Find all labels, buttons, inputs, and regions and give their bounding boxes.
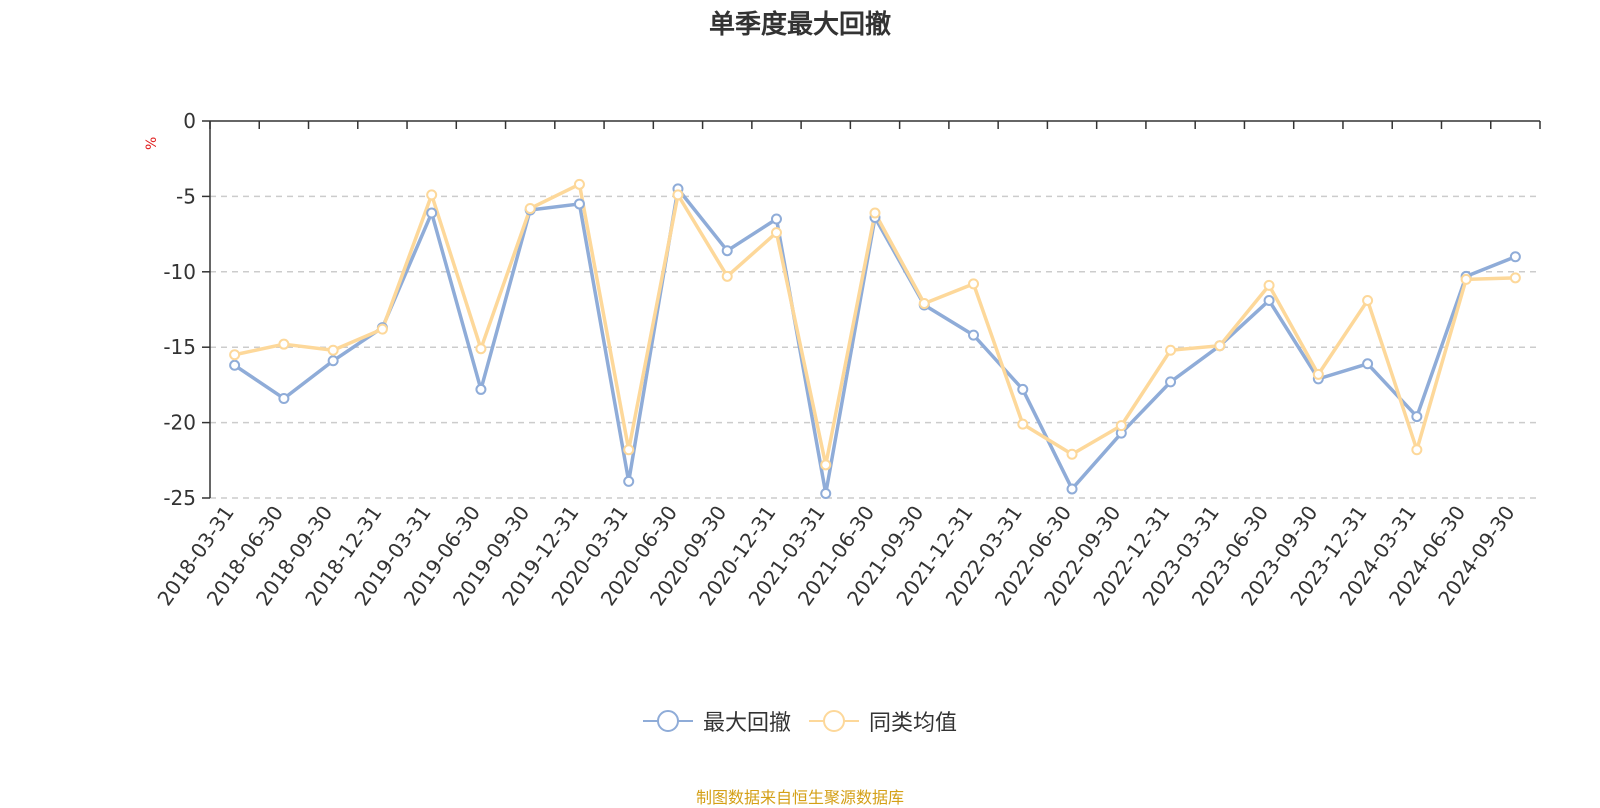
chart-title: 单季度最大回撤 xyxy=(708,10,891,40)
data-point-series-1 xyxy=(327,344,339,356)
data-point-series-1 xyxy=(475,343,487,355)
data-point-series-0 xyxy=(229,359,241,371)
y-axis-ticks: 0 -5 -10 -15 -20 -25 xyxy=(163,109,210,510)
data-point-series-1 xyxy=(278,338,290,350)
y-tick-label: -5 xyxy=(176,184,196,208)
series-points xyxy=(229,178,1521,499)
data-point-series-1 xyxy=(1115,420,1127,432)
gridlines xyxy=(210,195,1540,499)
data-point-series-0 xyxy=(278,392,290,404)
data-point-series-1 xyxy=(918,297,930,309)
data-point-series-1 xyxy=(672,189,684,201)
data-point-series-0 xyxy=(475,383,487,395)
legend-item-series-0[interactable]: 最大回撤 xyxy=(642,705,791,737)
data-point-series-1 xyxy=(1214,340,1226,352)
data-point-series-1 xyxy=(1411,444,1423,456)
data-point-series-0 xyxy=(327,355,339,367)
y-tick-label: 0 xyxy=(183,109,196,133)
data-point-series-0 xyxy=(426,207,438,219)
y-tick-label: -15 xyxy=(163,335,196,359)
legend-marker-icon xyxy=(642,710,693,732)
data-point-series-0 xyxy=(721,245,733,257)
data-point-series-1 xyxy=(524,202,536,214)
axes xyxy=(209,120,1540,498)
data-point-series-0 xyxy=(573,198,585,210)
data-point-series-1 xyxy=(1362,294,1374,306)
data-point-series-1 xyxy=(623,444,635,456)
data-point-series-1 xyxy=(968,278,980,290)
data-point-series-1 xyxy=(1312,368,1324,380)
y-tick-label: -25 xyxy=(163,486,196,510)
data-point-series-0 xyxy=(820,487,832,499)
data-point-series-0 xyxy=(1509,251,1521,263)
data-source-note: 制图数据来自恒生聚源数据库 xyxy=(695,788,904,807)
data-point-series-1 xyxy=(376,323,388,335)
data-point-series-0 xyxy=(1263,294,1275,306)
data-point-series-1 xyxy=(229,349,241,361)
data-point-series-0 xyxy=(968,329,980,341)
legend-item-series-1[interactable]: 同类均值 xyxy=(809,705,957,737)
data-point-series-0 xyxy=(1017,383,1029,395)
line-chart: 0-5-10-15-20-25 2018-03-312018-06-302018… xyxy=(152,109,1541,610)
data-point-series-0 xyxy=(1165,376,1177,388)
legend-label: 最大回撤 xyxy=(702,711,791,736)
data-point-series-1 xyxy=(1165,344,1177,356)
data-point-series-0 xyxy=(770,213,782,225)
data-point-series-1 xyxy=(1460,273,1472,285)
data-point-series-0 xyxy=(623,475,635,487)
series-lines xyxy=(233,182,1517,496)
series-line-0 xyxy=(233,187,1517,496)
legend: 最大回撤 同类均值 xyxy=(0,705,1600,737)
data-point-series-1 xyxy=(426,189,438,201)
data-point-series-1 xyxy=(721,270,733,282)
legend-label: 同类均值 xyxy=(869,711,958,736)
legend-marker-icon xyxy=(809,710,859,732)
data-point-series-1 xyxy=(1017,418,1029,430)
data-point-series-1 xyxy=(770,227,782,239)
data-point-series-0 xyxy=(1362,358,1374,370)
data-point-series-1 xyxy=(1066,448,1078,460)
data-point-series-1 xyxy=(1263,279,1275,291)
data-point-series-0 xyxy=(1411,411,1423,423)
data-point-series-1 xyxy=(1509,272,1521,284)
y-tick-label: -10 xyxy=(163,260,196,284)
data-point-series-1 xyxy=(869,207,881,219)
data-point-series-1 xyxy=(573,178,585,190)
data-point-series-1 xyxy=(820,459,832,471)
data-point-series-0 xyxy=(1066,483,1078,495)
y-tick-label: -20 xyxy=(163,411,196,435)
